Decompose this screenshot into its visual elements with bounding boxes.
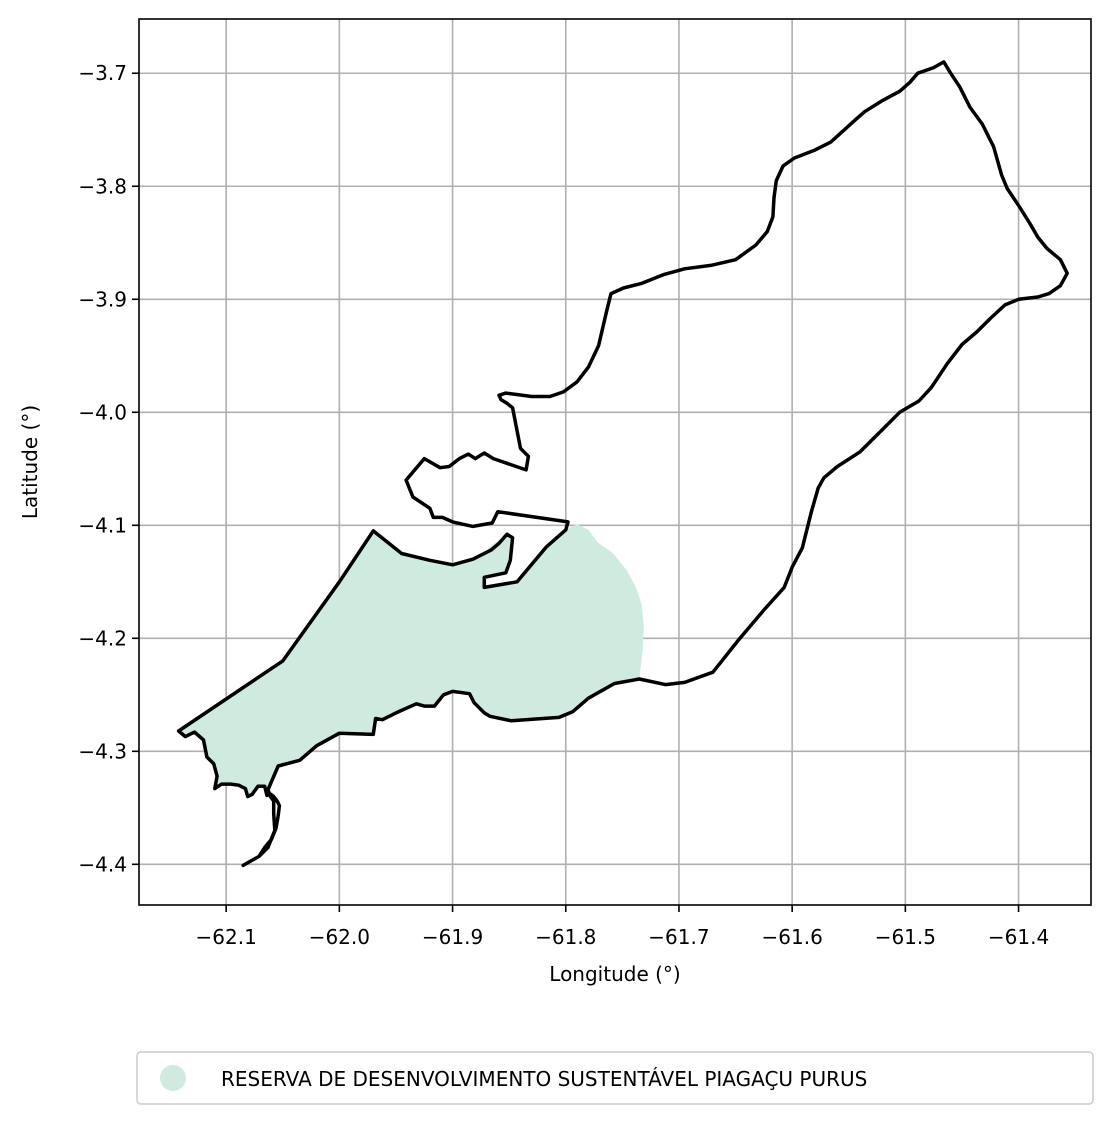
x-tick-label: −61.8 <box>535 925 596 949</box>
x-tick-label: −61.9 <box>422 925 483 949</box>
y-axis-ticks: −3.7 −3.8 −3.9 −4.0 −4.1 −4.2 −4.3 −4.4 <box>78 61 139 876</box>
x-tick-label: −61.5 <box>875 925 936 949</box>
y-tick-label: −4.3 <box>78 739 127 763</box>
y-tick-label: −4.2 <box>78 626 127 650</box>
x-tick-label: −61.7 <box>648 925 709 949</box>
x-tick-label: −61.4 <box>988 925 1049 949</box>
x-axis-label: Longitude (°) <box>549 962 680 986</box>
reserve-area <box>178 524 644 797</box>
legend-label: RESERVA DE DESENVOLVIMENTO SUSTENTÁVEL P… <box>221 1067 867 1091</box>
x-tick-label: −62.0 <box>309 925 370 949</box>
y-tick-label: −4.4 <box>78 852 127 876</box>
y-axis-label: Latitude (°) <box>18 405 42 519</box>
legend-marker <box>160 1065 186 1091</box>
x-tick-label: −61.6 <box>762 925 823 949</box>
y-tick-label: −3.7 <box>78 61 127 85</box>
y-tick-label: −4.0 <box>78 400 127 424</box>
plot-frame <box>138 18 1092 906</box>
legend: RESERVA DE DESENVOLVIMENTO SUSTENTÁVEL P… <box>136 1051 1094 1105</box>
x-axis-ticks: −62.1 −62.0 −61.9 −61.8 −61.7 −61.6 −61.5 −61.4 <box>196 905 1049 949</box>
y-tick-label: −3.9 <box>78 287 127 311</box>
municipality-boundary <box>176 60 1069 868</box>
legend-box <box>136 1051 1094 1105</box>
x-tick-label: −62.1 <box>196 925 257 949</box>
y-tick-label: −4.1 <box>78 513 127 537</box>
y-tick-label: −3.8 <box>78 174 127 198</box>
